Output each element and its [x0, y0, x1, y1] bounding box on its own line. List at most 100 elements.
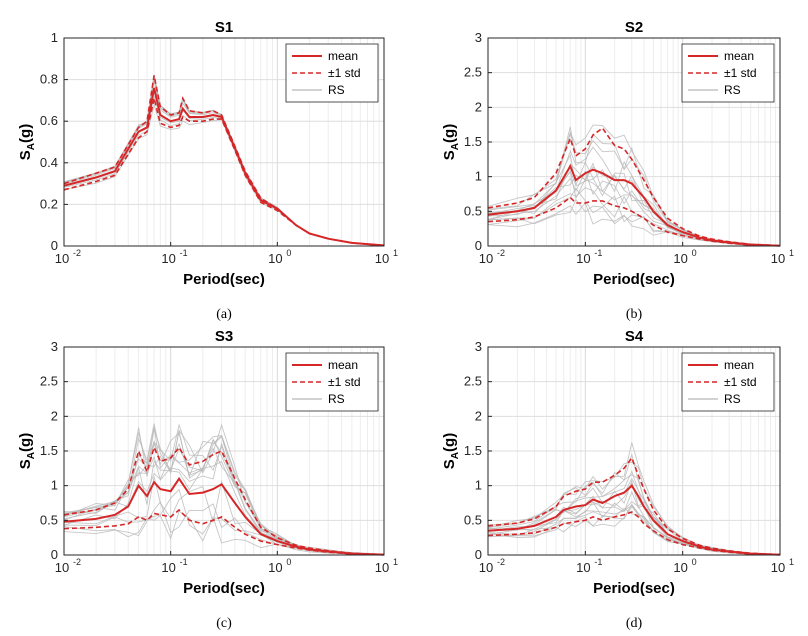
- y-tick-label: 0: [475, 547, 482, 562]
- y-tick-label: 2: [51, 408, 58, 423]
- x-tick-label: 10: [576, 560, 590, 575]
- x-tick-label: 10: [771, 560, 785, 575]
- legend-std-label: ±1 std: [328, 375, 361, 389]
- x-axis-label: Period(sec): [183, 271, 265, 288]
- y-tick-label: 0: [51, 238, 58, 253]
- x-axis-label: Period(sec): [183, 580, 265, 597]
- legend-mean-label: mean: [328, 358, 358, 372]
- y-tick-label: 0: [51, 547, 58, 562]
- x-tick-label: 10: [55, 251, 69, 266]
- y-tick-label: 3: [51, 339, 58, 354]
- x-tick-label: 10: [375, 560, 389, 575]
- mean-line: [63, 476, 385, 556]
- x-tick-exponent: -2: [497, 557, 505, 567]
- y-tick-label: 1.5: [464, 443, 482, 458]
- x-tick-exponent: -2: [73, 557, 81, 567]
- x-tick-exponent: 0: [692, 248, 697, 258]
- x-tick-exponent: -2: [497, 248, 505, 258]
- y-tick-label: 2: [475, 408, 482, 423]
- x-tick-exponent: -1: [594, 557, 602, 567]
- y-tick-label: 1: [51, 30, 58, 45]
- x-tick-exponent: 1: [789, 557, 794, 567]
- std-upper-line: [487, 456, 781, 556]
- y-tick-label: 0.8: [40, 72, 58, 87]
- x-tick-exponent: -1: [180, 248, 188, 258]
- y-tick-label: 0.4: [40, 155, 58, 170]
- x-tick-label: 10: [673, 560, 687, 575]
- x-tick-label: 10: [268, 251, 282, 266]
- panel-caption: (d): [626, 616, 643, 631]
- y-tick-label: 2.5: [464, 65, 482, 80]
- y-tick-label: 1: [475, 169, 482, 184]
- legend-box: [681, 352, 775, 412]
- x-tick-label: 10: [161, 560, 175, 575]
- y-axis-label: SA(g): [441, 433, 461, 469]
- chart-title: S4: [625, 328, 644, 345]
- y-tick-label: 0: [475, 238, 482, 253]
- panel-caption: (b): [626, 307, 643, 322]
- legend: mean ±1 std RS: [681, 352, 775, 412]
- rs-line: [63, 510, 385, 556]
- x-tick-exponent: -1: [180, 557, 188, 567]
- legend: mean ±1 std RS: [285, 43, 379, 103]
- legend-mean-label: mean: [328, 49, 358, 63]
- y-tick-label: 0.5: [464, 203, 482, 218]
- x-tick-exponent: 1: [789, 248, 794, 258]
- y-tick-label: 1: [51, 478, 58, 493]
- y-tick-label: 2.5: [40, 374, 58, 389]
- std-upper-line: [63, 75, 385, 247]
- x-tick-label: 10: [479, 560, 493, 575]
- y-tick-label: 2: [475, 99, 482, 114]
- x-tick-exponent: 0: [692, 557, 697, 567]
- y-tick-label: 0.6: [40, 113, 58, 128]
- panel-caption: (c): [216, 616, 232, 631]
- legend-rs-label: RS: [724, 392, 741, 406]
- x-tick-label: 10: [673, 251, 687, 266]
- x-tick-label: 10: [375, 251, 389, 266]
- legend-std-label: ±1 std: [724, 375, 757, 389]
- x-tick-label: 10: [479, 251, 493, 266]
- x-tick-exponent: 0: [286, 557, 291, 567]
- x-axis-label: Period(sec): [593, 271, 675, 288]
- chart-title: S3: [215, 328, 233, 345]
- chart-title: S1: [215, 19, 233, 36]
- axes-box: [63, 37, 385, 247]
- y-axis-label: SA(g): [17, 433, 37, 469]
- y-tick-label: 3: [475, 30, 482, 45]
- panel-caption: (a): [216, 307, 232, 322]
- x-tick-label: 10: [268, 560, 282, 575]
- x-tick-label: 10: [771, 251, 785, 266]
- mean-line: [487, 164, 781, 247]
- mean-line: [487, 484, 781, 556]
- legend-mean-label: mean: [724, 49, 754, 63]
- x-axis-label: Period(sec): [593, 580, 675, 597]
- y-tick-label: 1: [475, 478, 482, 493]
- y-tick-label: 1.5: [464, 134, 482, 149]
- x-tick-label: 10: [161, 251, 175, 266]
- legend: mean ±1 std RS: [285, 352, 379, 412]
- std-upper-line: [63, 445, 385, 556]
- y-tick-label: 3: [475, 339, 482, 354]
- x-tick-label: 10: [576, 251, 590, 266]
- y-tick-label: 0.5: [40, 512, 58, 527]
- y-tick-label: 2.5: [464, 374, 482, 389]
- y-tick-label: 1.5: [40, 443, 58, 458]
- legend-rs-label: RS: [724, 83, 741, 97]
- legend-rs-label: RS: [328, 83, 345, 97]
- x-tick-exponent: 1: [393, 557, 398, 567]
- legend-mean-label: mean: [724, 358, 754, 372]
- legend: mean ±1 std RS: [681, 43, 775, 103]
- y-axis-label: SA(g): [17, 124, 37, 160]
- x-tick-exponent: -2: [73, 248, 81, 258]
- y-axis-label: SA(g): [441, 124, 461, 160]
- grid: [487, 37, 780, 247]
- legend-std-label: ±1 std: [328, 66, 361, 80]
- std-lower-line: [63, 508, 385, 556]
- std-upper-line: [487, 126, 781, 247]
- mean-line: [63, 87, 385, 247]
- x-tick-exponent: 0: [286, 248, 291, 258]
- x-tick-label: 10: [55, 560, 69, 575]
